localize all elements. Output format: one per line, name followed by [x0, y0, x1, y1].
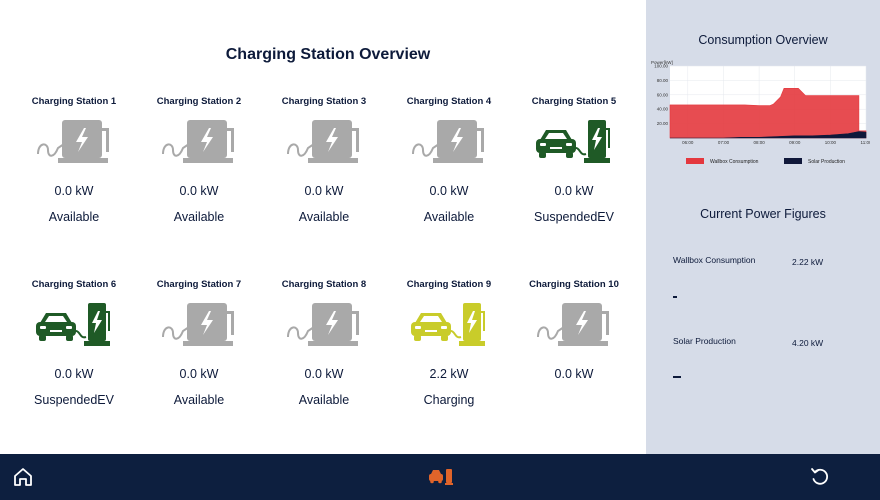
home-button[interactable] — [6, 458, 40, 496]
station-icon — [12, 301, 136, 357]
car-charger-icon — [536, 120, 610, 163]
station-power: 0.0 kW — [179, 184, 219, 198]
x-tick-label: 11:00 — [861, 140, 870, 145]
station-card[interactable]: Charging Station 9 2.2 kW Charging — [387, 279, 511, 409]
station-name: Charging Station 10 — [529, 279, 619, 290]
station-icon — [137, 301, 261, 357]
station-name: Charging Station 1 — [31, 96, 117, 107]
x-tick-label: 06:00 — [682, 140, 694, 145]
car-charger-icon — [429, 469, 453, 485]
y-tick-label: 80.00 — [657, 78, 669, 83]
legend-swatch — [686, 158, 704, 164]
station-card[interactable]: Charging Station 8 0.0 kW Available — [262, 279, 386, 409]
station-power: 2.2 kW — [429, 367, 469, 381]
station-name: Charging Station 8 — [281, 279, 367, 290]
station-name: Charging Station 4 — [406, 96, 492, 107]
charger-icon — [162, 120, 234, 163]
x-tick-label: 07:00 — [718, 140, 730, 145]
y-tick-label: 40.00 — [657, 107, 669, 112]
legend-label: Wallbox Consumption — [710, 159, 759, 165]
legend-swatch — [784, 158, 802, 164]
charger-icon — [287, 120, 359, 163]
station-status: Charging — [423, 393, 475, 407]
charger-icon — [412, 120, 484, 163]
station-status — [512, 393, 636, 409]
charger-icon — [162, 303, 234, 346]
station-name: Charging Station 9 — [406, 279, 492, 290]
station-status: Available — [298, 393, 350, 407]
car-charger-icon — [411, 303, 485, 346]
station-icon — [262, 118, 386, 174]
station-status: Available — [173, 210, 225, 224]
station-status: Available — [298, 210, 350, 224]
series-area — [669, 88, 867, 139]
x-tick-label: 08:00 — [753, 140, 765, 145]
station-icon — [12, 118, 136, 174]
station-status: Available — [173, 393, 225, 407]
station-icon — [512, 118, 636, 174]
wallbox-consumption-value: 2.22 kW — [792, 257, 824, 267]
station-power: 0.0 kW — [554, 367, 594, 381]
station-power: 0.0 kW — [554, 184, 594, 198]
refresh-button[interactable] — [803, 458, 837, 496]
y-tick-label: 60.00 — [657, 92, 669, 97]
solar-production-value: 4.20 kW — [792, 338, 824, 348]
station-icon — [387, 301, 511, 357]
x-tick-label: 09:00 — [789, 140, 801, 145]
station-card[interactable]: Charging Station 10 0.0 kW — [512, 279, 636, 409]
charging-overview-button[interactable] — [424, 458, 458, 496]
y-axis-label: Power[kW] — [651, 60, 673, 65]
page-title: Charging Station Overview — [225, 46, 431, 63]
station-card[interactable]: Charging Station 3 0.0 kW Available — [262, 96, 386, 226]
consumption-title: Consumption Overview — [698, 33, 828, 47]
station-icon — [137, 118, 261, 174]
station-power: 0.0 kW — [304, 367, 344, 381]
station-power: 0.0 kW — [429, 184, 469, 198]
station-power: 0.0 kW — [54, 184, 94, 198]
station-name: Charging Station 7 — [156, 279, 242, 290]
legend-label: Solar Production — [808, 159, 845, 165]
main-panel — [0, 0, 646, 454]
station-card[interactable]: Charging Station 6 0.0 kW SuspendedEV — [12, 279, 136, 409]
station-card[interactable]: Charging Station 2 0.0 kW Available — [137, 96, 261, 226]
station-status: Available — [423, 210, 475, 224]
station-card[interactable]: Charging Station 1 0.0 kW Available — [12, 96, 136, 226]
power-figures-title: Current Power Figures — [700, 207, 826, 221]
station-power: 0.0 kW — [54, 367, 94, 381]
charger-icon — [537, 303, 609, 346]
station-power: 0.0 kW — [179, 367, 219, 381]
consumption-chart: 100.00 80.00 60.00 40.00 20.00 06:00 07:00 08:0… — [651, 60, 870, 165]
station-icon — [387, 118, 511, 174]
refresh-icon — [811, 468, 829, 485]
station-name: Charging Station 6 — [31, 279, 117, 290]
station-name: Charging Station 5 — [531, 96, 617, 107]
station-card[interactable]: Charging Station 7 0.0 kW Available — [137, 279, 261, 409]
station-icon — [512, 301, 636, 357]
y-tick-label: 100.00 — [654, 64, 668, 69]
station-status: SuspendedEV — [534, 210, 614, 224]
home-icon — [14, 468, 32, 486]
wallbox-consumption-bar — [673, 296, 677, 298]
charger-icon — [37, 120, 109, 163]
station-card[interactable]: Charging Station 4 0.0 kW Available — [387, 96, 511, 226]
solar-production-label: Solar Production — [673, 336, 736, 346]
station-status: SuspendedEV — [34, 393, 114, 407]
station-status: Available — [48, 210, 100, 224]
car-charger-icon — [36, 303, 110, 346]
station-name: Charging Station 3 — [281, 96, 367, 107]
station-icon — [262, 301, 386, 357]
series-area — [670, 131, 867, 139]
station-name: Charging Station 2 — [156, 96, 242, 107]
charger-icon — [287, 303, 359, 346]
y-tick-label: 20.00 — [657, 121, 669, 126]
station-power: 0.0 kW — [304, 184, 344, 198]
wallbox-consumption-label: Wallbox Consumption — [673, 255, 756, 265]
solar-production-bar — [673, 376, 681, 378]
x-tick-label: 10:00 — [825, 140, 837, 145]
station-card[interactable]: Charging Station 5 0.0 kW SuspendedEV — [512, 96, 636, 226]
